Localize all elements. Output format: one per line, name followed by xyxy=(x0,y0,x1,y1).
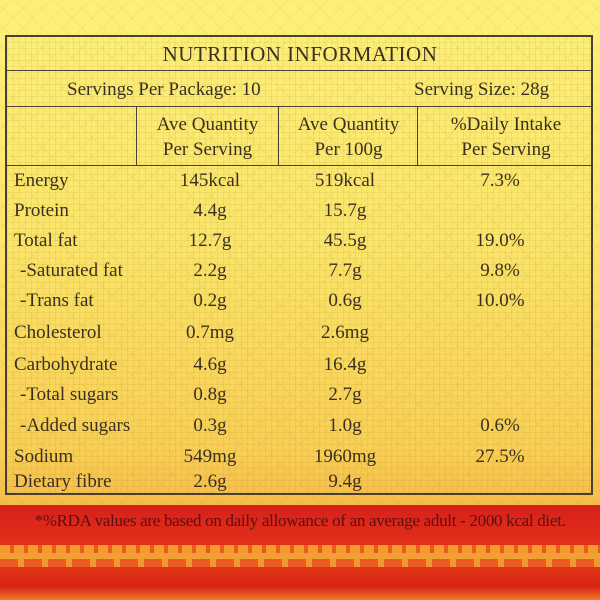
nutrient-label: Carbohydrate xyxy=(14,354,118,375)
decorative-stripe xyxy=(0,559,600,567)
table-row: Sodium 549mg 1960mg 27.5% xyxy=(0,446,600,474)
table-row: -Trans fat 0.2g 0.6g 10.0% xyxy=(0,290,600,318)
per-serving-value: 0.3g xyxy=(193,415,227,436)
header-divider xyxy=(6,165,592,166)
per-serving-value: 4.4g xyxy=(193,200,227,221)
column-header-line2: Per Serving xyxy=(461,139,551,160)
per-100g-value: 16.4g xyxy=(323,354,367,375)
decorative-stripe xyxy=(0,553,600,559)
decorative-stripe xyxy=(0,567,600,600)
per-serving-value: 2.6g xyxy=(193,471,227,492)
column-header-per-serving: Ave Quantity Per Serving xyxy=(140,112,275,162)
nutrient-label: Total fat xyxy=(14,230,78,251)
footnote-banner xyxy=(0,505,600,545)
table-row: Carbohydrate 4.6g 16.4g xyxy=(0,354,600,382)
per-100g-value: 45.5g xyxy=(323,230,367,251)
decorative-stripe xyxy=(0,545,600,553)
per-100g-value: 7.7g xyxy=(328,260,362,281)
column-divider-2 xyxy=(278,106,279,165)
daily-intake-value: 9.8% xyxy=(480,260,520,281)
nutrient-label: Cholesterol xyxy=(14,322,102,343)
column-header-line1: %Daily Intake xyxy=(450,114,562,135)
table-row: Dietary fibre 2.6g 9.4g xyxy=(0,471,600,499)
nutrient-label: Sodium xyxy=(14,446,74,467)
nutrient-label: -Added sugars xyxy=(20,415,131,436)
column-header-line2: Per 100g xyxy=(314,139,383,160)
column-header-daily-intake: %Daily Intake Per Serving xyxy=(421,112,591,162)
per-serving-value: 0.7mg xyxy=(185,322,235,343)
panel-title: NUTRITION INFORMATION xyxy=(162,42,438,66)
per-100g-value: 1.0g xyxy=(328,415,362,436)
column-divider-3 xyxy=(417,106,418,165)
daily-intake-value: 10.0% xyxy=(475,290,525,311)
column-header-line1: Ave Quantity xyxy=(297,114,400,135)
column-header-line1: Ave Quantity xyxy=(156,114,259,135)
nutrient-label: Protein xyxy=(14,200,69,221)
per-serving-value: 145kcal xyxy=(179,170,241,191)
table-row: -Saturated fat 2.2g 7.7g 9.8% xyxy=(0,260,600,288)
serving-size: Serving Size: 28g xyxy=(414,79,550,100)
daily-intake-value: 27.5% xyxy=(475,446,525,467)
nutrient-label: -Trans fat xyxy=(20,290,94,311)
title-divider xyxy=(6,70,592,71)
servings-per-package: Servings Per Package: 10 xyxy=(67,79,261,100)
meta-divider xyxy=(6,106,592,107)
table-row: -Total sugars 0.8g 2.7g xyxy=(0,384,600,412)
per-100g-value: 2.7g xyxy=(328,384,362,405)
table-row: Cholesterol 0.7mg 2.6mg xyxy=(0,322,600,350)
column-divider-1 xyxy=(136,106,137,165)
nutrient-label: Dietary fibre xyxy=(14,471,112,492)
nutrition-panel xyxy=(5,35,593,495)
per-serving-value: 4.6g xyxy=(193,354,227,375)
per-100g-value: 0.6g xyxy=(328,290,362,311)
table-row: -Added sugars 0.3g 1.0g 0.6% xyxy=(0,415,600,443)
column-header-line2: Per Serving xyxy=(162,139,253,160)
per-serving-value: 0.2g xyxy=(193,290,227,311)
per-100g-value: 2.6mg xyxy=(320,322,370,343)
table-row: Energy 145kcal 519kcal 7.3% xyxy=(0,170,600,198)
per-100g-value: 15.7g xyxy=(323,200,367,221)
per-serving-value: 549mg xyxy=(183,446,237,467)
per-serving-value: 2.2g xyxy=(193,260,227,281)
nutrient-label: -Saturated fat xyxy=(20,260,123,281)
nutrient-label: Energy xyxy=(14,170,69,191)
per-serving-value: 12.7g xyxy=(188,230,232,251)
footnote-text: *%RDA values are based on daily allowanc… xyxy=(34,511,566,530)
table-row: Protein 4.4g 15.7g xyxy=(0,200,600,228)
daily-intake-value: 7.3% xyxy=(480,170,520,191)
column-header-per-100g: Ave Quantity Per 100g xyxy=(282,112,415,162)
per-100g-value: 519kcal xyxy=(314,170,376,191)
per-serving-value: 0.8g xyxy=(193,384,227,405)
table-row: Total fat 12.7g 45.5g 19.0% xyxy=(0,230,600,258)
per-100g-value: 1960mg xyxy=(313,446,377,467)
daily-intake-value: 19.0% xyxy=(475,230,525,251)
nutrient-label: -Total sugars xyxy=(20,384,119,405)
per-100g-value: 9.4g xyxy=(328,471,362,492)
daily-intake-value: 0.6% xyxy=(480,415,520,436)
